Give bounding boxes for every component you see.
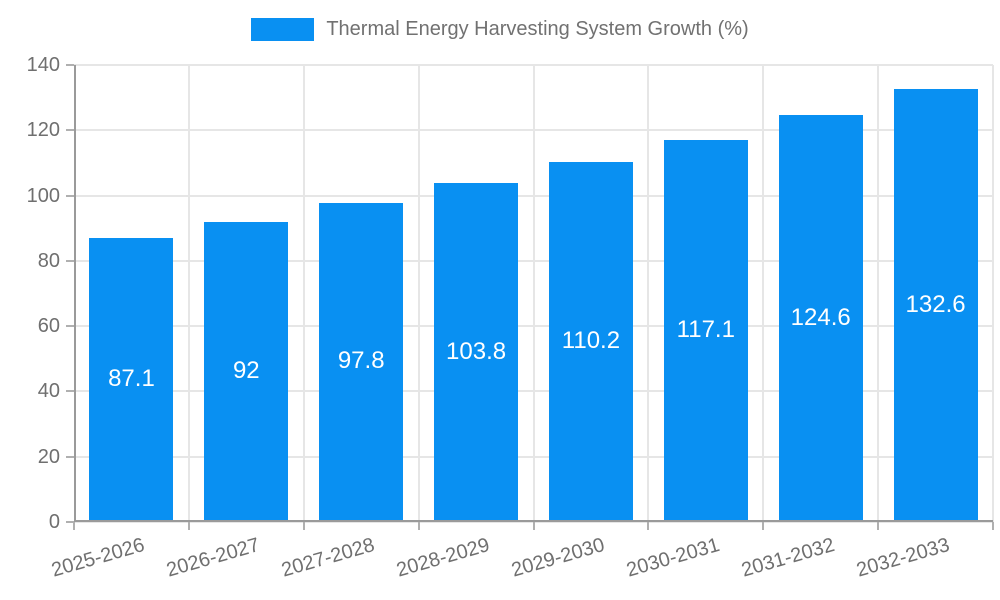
gridline-vertical [302, 65, 305, 522]
y-axis-line [74, 65, 76, 522]
bar-value-label: 103.8 [446, 337, 507, 365]
y-axis-label: 20 [37, 445, 60, 468]
bar: 97.8 [319, 202, 404, 520]
y-axis-label: 60 [37, 315, 60, 338]
x-axis-tick [647, 522, 650, 530]
bar-value-label: 97.8 [337, 347, 385, 375]
bar: 87.1 [89, 237, 174, 520]
gridline-vertical [647, 65, 650, 522]
y-axis-tick [66, 194, 74, 197]
y-axis-tick [66, 129, 74, 132]
bar: 132.6 [893, 89, 978, 520]
gridline-vertical [417, 65, 420, 522]
gridline-vertical [877, 65, 880, 522]
bar-value-label: 87.1 [108, 364, 155, 392]
plot-area: 87.1 92 97.8 103.8 110.2 117.1 124.6 132.6 [74, 64, 994, 523]
y-axis-label: 140 [26, 54, 60, 76]
bar: 92 [204, 221, 289, 520]
gridline-vertical [762, 65, 765, 522]
x-axis-tick [532, 522, 535, 530]
bar-value-label: 132.6 [905, 290, 966, 318]
legend-swatch [251, 18, 315, 41]
y-axis-label: 120 [26, 119, 60, 142]
y-axis-label: 40 [37, 380, 60, 403]
x-axis-tick [992, 522, 994, 530]
y-axis-label: 100 [26, 184, 60, 207]
y-axis-tick [66, 325, 74, 328]
x-axis-tick [417, 522, 420, 530]
x-axis-tick [762, 522, 765, 530]
y-axis-tick [66, 455, 74, 458]
bar: 103.8 [434, 183, 519, 520]
y-axis-tick [66, 259, 74, 262]
bar: 110.2 [548, 162, 633, 520]
bar: 117.1 [663, 139, 748, 520]
x-axis-tick [73, 522, 75, 530]
gridline-vertical [532, 65, 535, 522]
gridline-vertical [992, 65, 994, 522]
bar-value-label: 110.2 [561, 327, 621, 355]
x-axis-tick [187, 522, 190, 530]
bar-value-label: 92 [232, 356, 260, 384]
y-axis-tick [66, 64, 74, 66]
x-axis-tick [877, 522, 880, 530]
x-axis-line [74, 520, 993, 522]
legend-label: Thermal Energy Harvesting System Growth … [326, 18, 749, 40]
x-axis-tick [302, 522, 305, 530]
y-axis-label: 80 [37, 249, 60, 272]
bar-value-label: 117.1 [676, 315, 735, 343]
bar-value-label: 124.6 [790, 303, 851, 331]
bar: 124.6 [778, 115, 863, 520]
y-axis-tick [66, 521, 74, 523]
y-axis-tick [66, 390, 74, 393]
y-axis-label: 0 [48, 511, 60, 533]
legend: Thermal Energy Harvesting System Growth … [0, 18, 1000, 41]
gridline-vertical [187, 65, 190, 522]
